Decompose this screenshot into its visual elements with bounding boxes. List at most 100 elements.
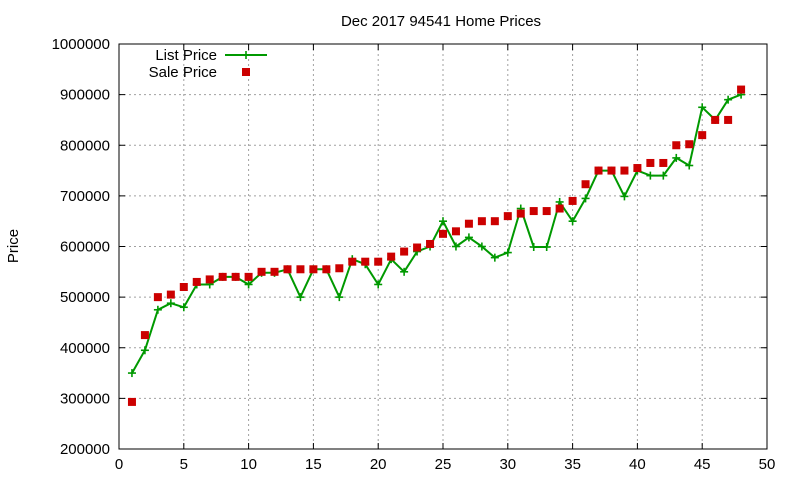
sale-price-point [244, 272, 253, 281]
list-price-point [439, 217, 447, 226]
sale-price-point [555, 204, 564, 213]
sale-price-point [503, 212, 512, 221]
x-tick-label: 30 [499, 456, 516, 473]
sale-price-point [322, 265, 331, 274]
sale-price-point [205, 275, 214, 284]
list-price-point [400, 267, 409, 276]
sale-price-point [283, 265, 292, 274]
y-tick-label: 600000 [60, 239, 110, 256]
sale-price-point [594, 166, 603, 175]
list-price-point [374, 280, 383, 289]
list-price-point [672, 153, 681, 162]
y-tick-label: 900000 [60, 87, 110, 104]
y-tick-label: 800000 [60, 137, 110, 154]
sale-price-point [361, 257, 370, 266]
list-price-point [166, 299, 175, 308]
grid [119, 44, 767, 449]
sale-price-point [659, 158, 668, 167]
sale-price-point [335, 264, 344, 273]
list-price-point [542, 243, 551, 252]
sale-price-point [451, 227, 460, 236]
sale-price-point [309, 265, 318, 274]
x-tick-label: 5 [180, 456, 188, 473]
list-price-point [724, 95, 733, 104]
sale-price-point [400, 247, 409, 256]
sale-price-point [672, 141, 681, 150]
sale-price-point [607, 166, 616, 175]
y-tick-label: 1000000 [52, 36, 110, 53]
sale-price-point [296, 265, 305, 274]
sale-price-point [568, 196, 577, 205]
sale-price-point [646, 158, 655, 167]
list-price-point [451, 242, 460, 251]
list-price-point [296, 293, 305, 302]
y-tick-label: 300000 [60, 390, 110, 407]
sale-price-point [698, 131, 707, 140]
x-tick-label: 40 [629, 456, 646, 473]
y-axis-label: Price [5, 229, 22, 263]
x-tick-label: 25 [435, 456, 452, 473]
list-price-point [503, 248, 512, 257]
x-tick-label: 20 [370, 456, 387, 473]
list-price-point [620, 192, 629, 201]
sale-price-point [257, 267, 266, 276]
sale-price-point [516, 209, 525, 218]
sale-price-point [464, 219, 473, 228]
list-price-point [581, 194, 590, 203]
sale-price-point [737, 85, 746, 94]
list-price-point [646, 171, 655, 180]
sale-price-point [374, 257, 383, 266]
sale-price-point [140, 331, 149, 340]
sale-price-point [477, 217, 486, 226]
list-price-point [464, 233, 473, 242]
legend-swatch-sale-price [242, 68, 250, 76]
sale-price-point [348, 257, 357, 266]
list-price-point [335, 293, 344, 302]
x-tick-label: 35 [564, 456, 581, 473]
chart-title: Dec 2017 94541 Home Prices [341, 13, 541, 30]
sale-price-point [426, 239, 435, 248]
sale-price-point [439, 229, 447, 238]
sale-price-point [633, 164, 642, 173]
list-price-point [140, 346, 149, 355]
axes: 0 5 10 15 20 25 30 35 40 45 50 200000 300000 400000 50… [52, 36, 776, 473]
sale-price-point [231, 272, 240, 281]
sale-price-point [724, 115, 733, 124]
sale-price-point [127, 397, 136, 406]
list-price-line [131, 93, 742, 374]
sale-price-point [192, 277, 201, 286]
sale-price-point [685, 140, 694, 149]
x-tick-label: 45 [694, 456, 711, 473]
list-price-point [244, 280, 253, 289]
sale-price-point [581, 180, 590, 189]
sale-price-point [711, 115, 720, 124]
x-tick-label: 0 [115, 456, 123, 473]
y-tick-label: 200000 [60, 441, 110, 458]
list-price-point [568, 217, 577, 226]
y-tick-label: 400000 [60, 340, 110, 357]
x-tick-label: 15 [305, 456, 322, 473]
y-tick-label: 500000 [60, 289, 110, 306]
sale-price-point [413, 243, 422, 252]
sale-price-point [218, 272, 227, 281]
legend-label-sale-price: Sale Price [149, 64, 217, 81]
y-tick-label: 700000 [60, 188, 110, 205]
list-price-point [179, 303, 188, 312]
sale-price-point [620, 166, 629, 175]
list-price-point [477, 242, 486, 251]
list-price-point [529, 243, 538, 252]
list-price-point [659, 171, 668, 180]
list-price-point [490, 253, 499, 262]
sale-price-point [166, 290, 175, 299]
sale-price-point [490, 217, 499, 226]
sale-price-point [387, 252, 396, 261]
series [127, 85, 746, 406]
sale-price-point [270, 267, 279, 276]
sale-price-point [542, 207, 551, 216]
list-price-point [153, 305, 162, 314]
list-price-point [685, 161, 694, 170]
list-price-point [698, 103, 707, 112]
